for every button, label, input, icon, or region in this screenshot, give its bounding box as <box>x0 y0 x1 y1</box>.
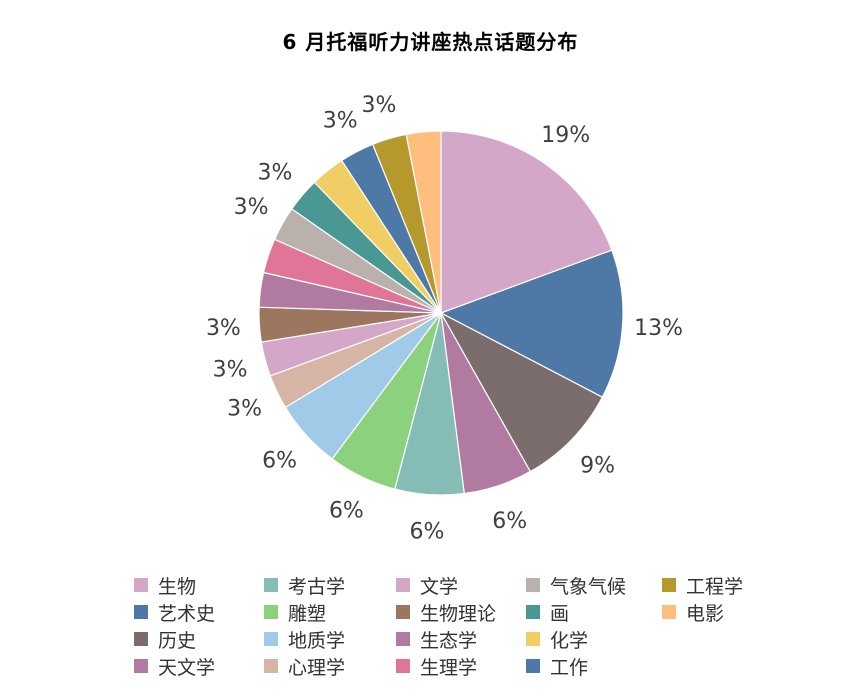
legend-swatch <box>134 578 148 592</box>
legend-item: 工作 <box>526 653 588 679</box>
pie-slice <box>440 130 613 314</box>
legend-label: 画 <box>550 602 570 625</box>
legend-label: 工作 <box>550 656 589 679</box>
legend-item: 天文学 <box>134 653 215 679</box>
legend-item: 电影 <box>662 599 724 625</box>
pie-slice <box>439 311 604 473</box>
legend-swatch <box>134 605 148 619</box>
legend-item: 考古学 <box>264 572 345 598</box>
legend-swatch <box>526 632 540 646</box>
slice-percent-label: 19% <box>541 123 590 148</box>
slice-percent-label: 3% <box>362 93 397 118</box>
legend-label: 生物理论 <box>420 602 497 625</box>
chart-title: 6 月托福听力讲座热点话题分布 <box>282 30 579 54</box>
legend-swatch <box>264 632 278 646</box>
legend-label: 工程学 <box>686 575 744 598</box>
slice-percent-label: 3% <box>258 161 293 186</box>
legend-swatch <box>134 632 148 646</box>
legend-swatch <box>264 605 278 619</box>
legend-label: 生态学 <box>420 629 478 652</box>
legend-item: 心理学 <box>264 653 345 679</box>
legend-swatch <box>396 605 410 619</box>
pie-slice <box>405 130 442 314</box>
legend-item: 气象气候 <box>526 572 626 598</box>
slice-percent-label: 3% <box>227 397 262 422</box>
legend-label: 生理学 <box>420 656 478 679</box>
legend-item: 生物理论 <box>396 599 496 625</box>
slice-percent-label: 3% <box>213 357 248 382</box>
legend-swatch <box>662 605 676 619</box>
legend-label: 电影 <box>686 602 725 625</box>
legend-label: 考古学 <box>288 575 346 598</box>
legend-swatch <box>526 605 540 619</box>
pie-chart: 19%13%9%6%6%6%6%3%3%3%3%3%3%3% <box>206 93 683 545</box>
legend-swatch <box>396 632 410 646</box>
legend-item: 化学 <box>526 626 588 652</box>
slice-percent-label: 3% <box>206 316 241 341</box>
legend-label: 艺术史 <box>158 602 216 625</box>
slice-percent-label: 6% <box>329 498 364 523</box>
legend-label: 文学 <box>420 575 459 598</box>
legend-label: 历史 <box>158 629 197 652</box>
legend-swatch <box>264 578 278 592</box>
legend-label: 雕塑 <box>288 602 327 625</box>
legend-item: 生理学 <box>396 653 477 679</box>
slice-percent-label: 13% <box>634 316 683 341</box>
legend-item: 文学 <box>396 572 458 598</box>
legend-swatch <box>134 659 148 673</box>
legend-label: 心理学 <box>288 656 346 679</box>
legend-label: 天文学 <box>158 656 216 679</box>
slice-percent-label: 9% <box>580 454 615 479</box>
legend-swatch <box>662 578 676 592</box>
legend-swatch <box>264 659 278 673</box>
slice-percent-label: 3% <box>323 109 358 134</box>
legend-label: 地质学 <box>288 629 346 652</box>
legend-item: 生态学 <box>396 626 477 652</box>
slice-percent-label: 6% <box>262 449 297 474</box>
legend-label: 生物 <box>158 575 197 598</box>
legend-label: 气象气候 <box>550 575 627 598</box>
legend-label: 化学 <box>550 629 589 652</box>
legend-item: 地质学 <box>264 626 345 652</box>
slice-percent-label: 6% <box>410 520 445 545</box>
legend-item: 历史 <box>134 626 196 652</box>
slice-percent-label: 6% <box>492 509 527 534</box>
legend-item: 画 <box>526 599 569 625</box>
legend-swatch <box>396 659 410 673</box>
legend-swatch <box>526 578 540 592</box>
pie-slice <box>439 249 624 398</box>
legend-swatch <box>526 659 540 673</box>
legend-item: 雕塑 <box>264 599 326 625</box>
legend-item: 工程学 <box>662 572 743 598</box>
legend-item: 生物 <box>134 572 196 598</box>
legend-swatch <box>396 578 410 592</box>
legend-item: 艺术史 <box>134 599 215 625</box>
slice-percent-label: 3% <box>234 195 269 220</box>
